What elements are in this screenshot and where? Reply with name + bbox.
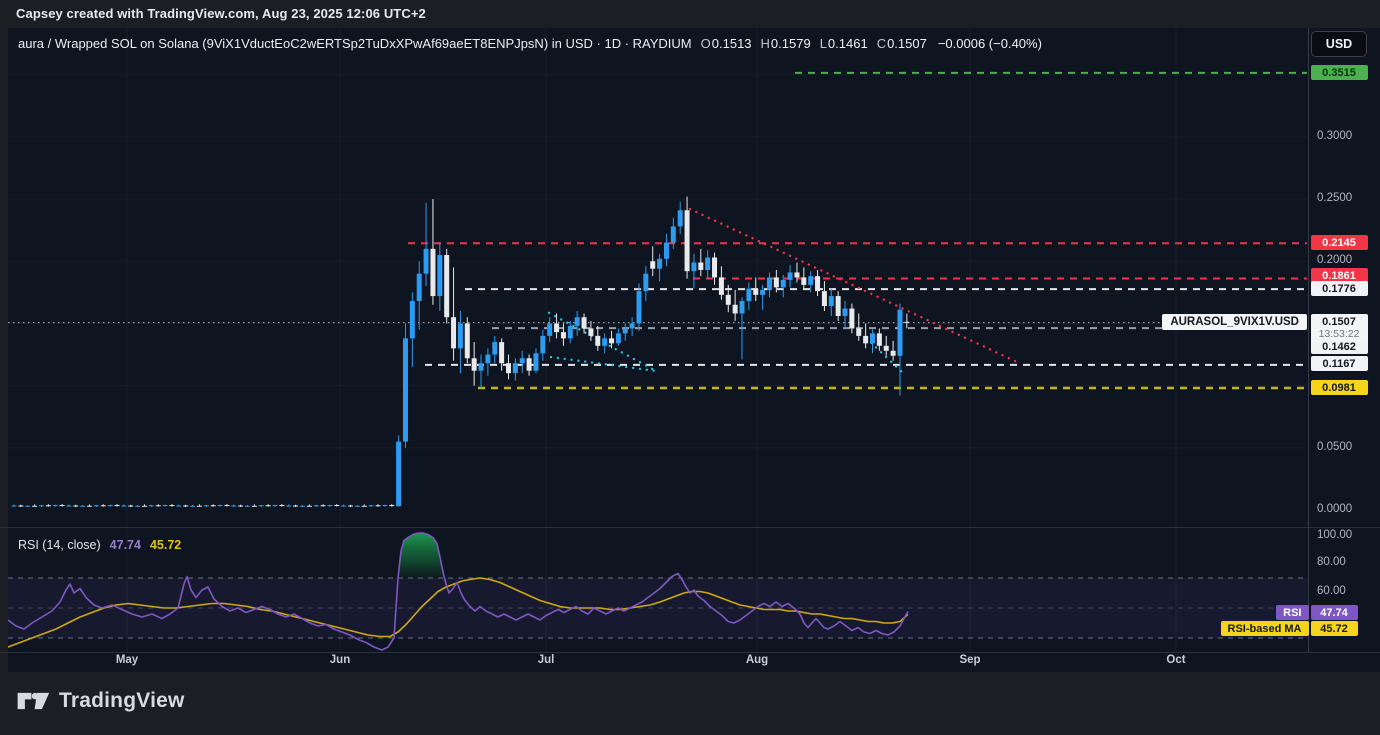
time-axis-month[interactable]: Jul [537, 654, 555, 666]
tradingview-logo-icon [17, 692, 50, 710]
price-axis-tick: 0.3000 [1317, 130, 1353, 142]
price-level-badge: 0.3515 [1310, 65, 1368, 80]
price-scale[interactable] [1309, 28, 1380, 652]
rsi-indicator-title[interactable]: RSI (14, close) [18, 538, 101, 552]
snapshot-credit: Capsey created with TradingView.com, Aug… [16, 6, 426, 21]
time-axis-month[interactable]: Jun [329, 654, 351, 666]
time-scale[interactable] [8, 652, 1307, 672]
rsi-axis-tick: 80.00 [1317, 556, 1346, 568]
ohlc-close: C0.1507 [876, 36, 927, 51]
rsi-axis-tick: 60.00 [1317, 585, 1346, 597]
time-axis-month[interactable]: Oct [1166, 654, 1186, 666]
rsi-line-label: RSI [1276, 605, 1309, 620]
series-name-label: AURASOL_9VIX1V.USD [1162, 313, 1307, 330]
footer: TradingView [0, 672, 1380, 735]
price-level-badge: 0.1462 [1310, 339, 1368, 354]
rsi-line-value: 47.74 [1310, 605, 1358, 620]
currency-toggle-button[interactable]: USD [1311, 31, 1367, 57]
rsi-ma-line-value: 45.72 [1310, 621, 1358, 636]
current-price-label: 0.1507 13:53:22 [1310, 314, 1368, 342]
time-axis-month[interactable]: Sep [959, 654, 981, 666]
rsi-ma-line-label: RSI-based MA [1220, 621, 1309, 636]
price-level-badge: 0.0981 [1310, 380, 1368, 395]
time-axis-month[interactable]: Aug [745, 654, 769, 666]
snapshot-header: Capsey created with TradingView.com, Aug… [0, 0, 1380, 28]
ohlc-low: L0.1461 [819, 36, 868, 51]
ohlc-high: H0.1579 [760, 36, 811, 51]
tradingview-logo[interactable]: TradingView [16, 687, 185, 715]
rsi-axis-tick: 100.00 [1317, 529, 1353, 541]
price-change: −0.0006 (−0.40%) [937, 36, 1042, 51]
rsi-legend[interactable]: RSI (14, close) 47.74 45.72 [18, 538, 181, 552]
rsi-value: 47.74 [109, 538, 141, 552]
bar-close-countdown: 13:53:22 [1318, 328, 1360, 340]
symbol-legend[interactable]: aura / Wrapped SOL on Solana (9ViX1Vduct… [18, 36, 1042, 51]
tradingview-wordmark: TradingView [59, 689, 185, 712]
symbol-title[interactable]: aura / Wrapped SOL on Solana (9ViX1Vduct… [18, 36, 692, 51]
current-price-value: 0.1507 [1322, 316, 1356, 328]
price-level-badge: 0.1861 [1310, 268, 1368, 283]
price-level-badge: 0.1167 [1310, 356, 1368, 371]
time-axis-month[interactable]: May [115, 654, 139, 666]
price-axis-tick: 0.2000 [1317, 254, 1353, 266]
ohlc-open: O0.1513 [700, 36, 752, 51]
rsi-ma-value: 45.72 [149, 538, 182, 552]
price-axis-tick: 0.2500 [1317, 192, 1353, 204]
price-level-badge: 0.2145 [1310, 235, 1368, 250]
price-axis-tick: 0.0500 [1317, 441, 1353, 453]
price-level-badge: 0.1776 [1310, 281, 1368, 296]
price-axis-tick: 0.0000 [1317, 503, 1353, 515]
